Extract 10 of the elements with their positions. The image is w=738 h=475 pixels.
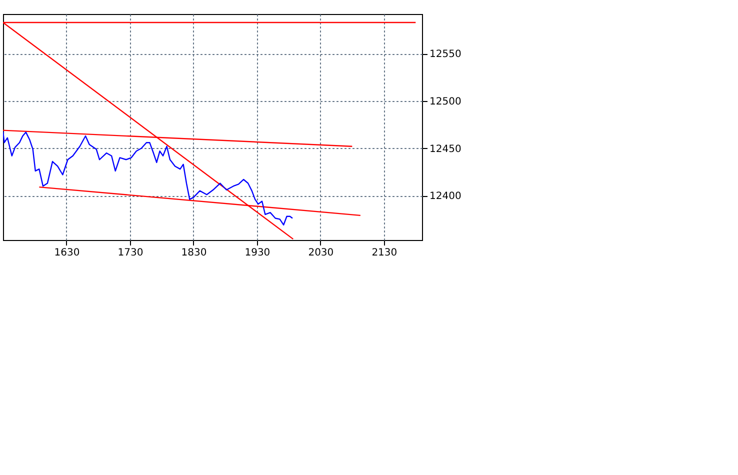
x-tick-label: 1830 xyxy=(181,248,207,258)
x-tick-label: 1930 xyxy=(244,248,270,258)
y-tick-label: 12400 xyxy=(430,191,462,202)
x-tick-label: 2030 xyxy=(308,248,334,258)
y-tick-label: 12550 xyxy=(430,49,462,60)
x-tick-label: 2130 xyxy=(372,248,398,258)
x-tick-label: 1630 xyxy=(54,248,80,258)
y-tick-label: 12450 xyxy=(430,144,462,155)
y-tick-label: 12500 xyxy=(430,96,462,108)
x-tick-label: 1730 xyxy=(118,248,144,258)
